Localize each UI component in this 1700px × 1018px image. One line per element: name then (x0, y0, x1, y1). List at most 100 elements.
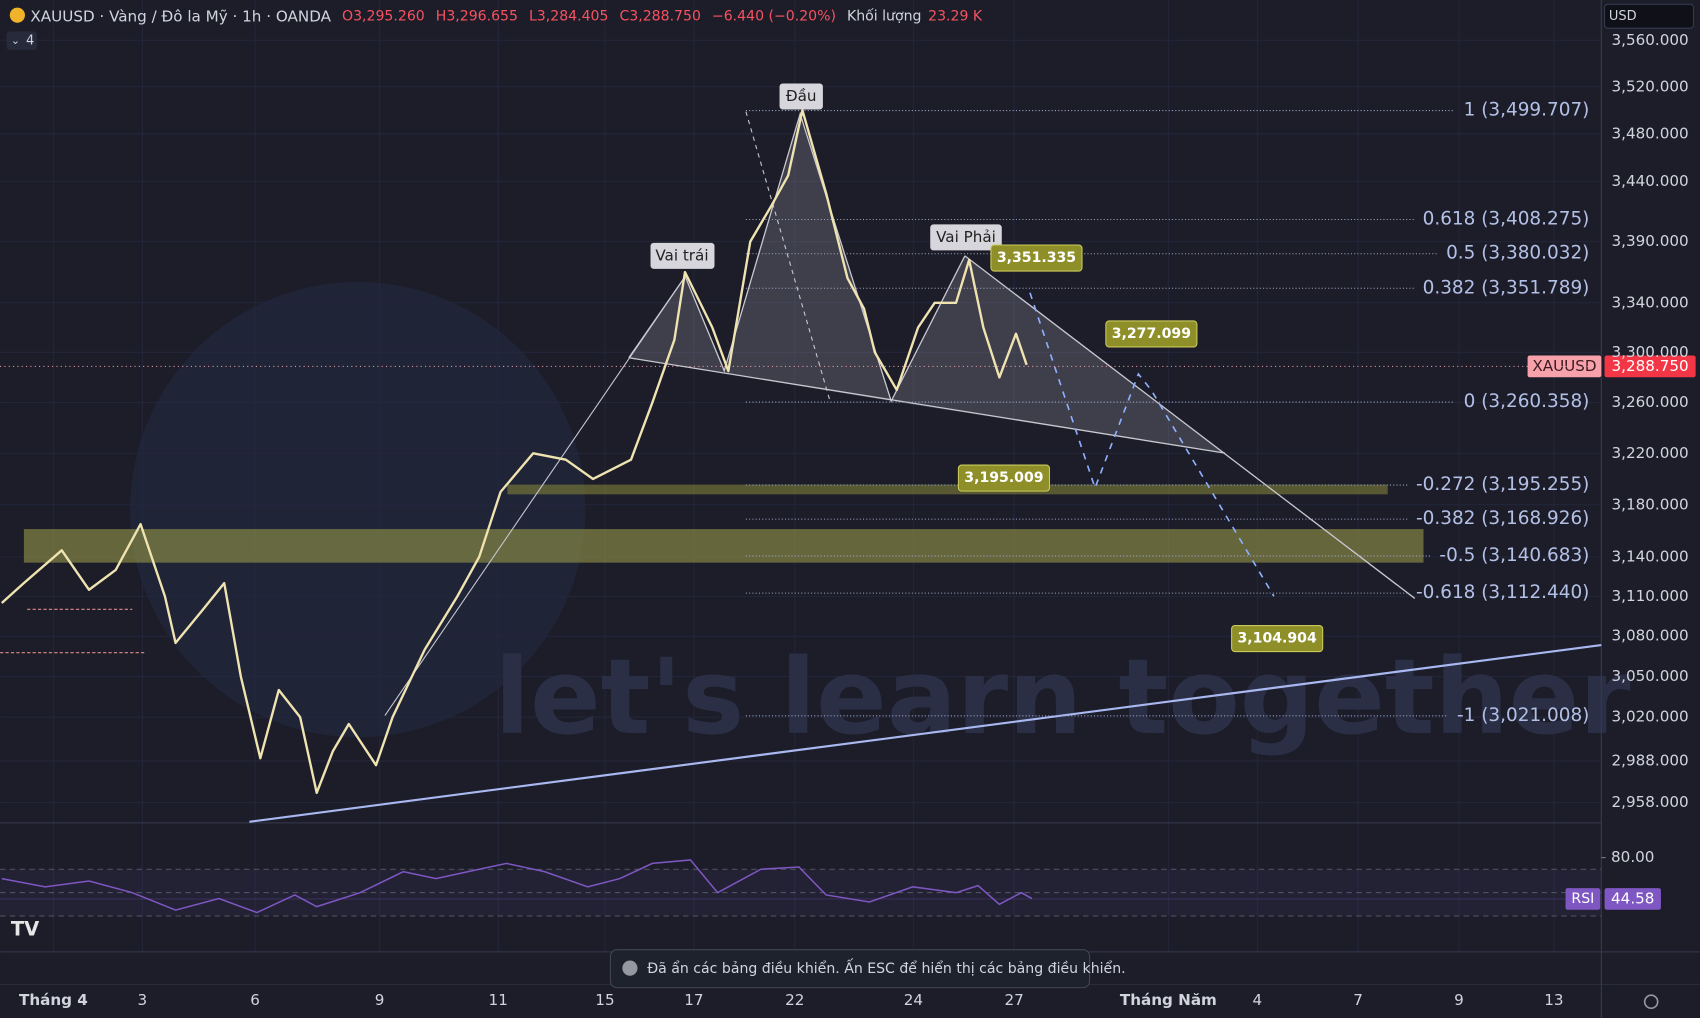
pattern-area (628, 113, 1226, 454)
x-tick-label: 4 (1253, 991, 1263, 1009)
open: O3,295.260 (342, 8, 425, 24)
y-tick-label: 3,110.000 (1612, 587, 1689, 605)
x-tick-label: Tháng Năm (1120, 991, 1217, 1009)
settings-icon[interactable] (1643, 994, 1659, 1010)
fib-label: -0.382 (3,168.926) (1416, 508, 1589, 529)
x-tick-label: Tháng 4 (19, 991, 88, 1009)
currency[interactable]: USD (1609, 9, 1637, 24)
fib-label: -1 (3,021.008) (1457, 705, 1589, 726)
watermark-text: let's learn together (494, 636, 1631, 758)
callout-box (1105, 320, 1198, 348)
y-tick-label: 3,480.000 (1612, 124, 1689, 142)
trend-line (964, 255, 1416, 599)
fib-label: 0 (3,260.358) (1464, 391, 1590, 412)
x-tick-label: 24 (904, 991, 923, 1009)
y-tick-label: 3,080.000 (1612, 627, 1689, 645)
fib-label: -0.5 (3,140.683) (1439, 545, 1589, 566)
toast (609, 949, 1091, 989)
rsi-tick-label: 80.00 (1611, 848, 1654, 866)
indicator-count[interactable]: 4 (26, 34, 34, 49)
y-tick-label: 3,520.000 (1612, 77, 1689, 95)
tv-logo: TV (11, 918, 39, 941)
symbol-tag (1527, 355, 1602, 378)
callout-box (990, 244, 1083, 272)
toast-text: Đã ẩn các bảng điều khiển. Ấn ESC để hiể… (647, 958, 1125, 977)
fib-label: 0.382 (3,351.789) (1423, 277, 1590, 298)
y-tick-label: 3,140.000 (1612, 547, 1689, 565)
y-tick-label: 3,440.000 (1612, 172, 1689, 190)
callout-label: 3,195.009 (964, 470, 1043, 486)
callout-label: 3,104.904 (1238, 631, 1317, 647)
indicator-toggle[interactable] (6, 31, 37, 50)
pattern-label: Vai Phải (936, 228, 996, 246)
projection-path (1029, 292, 1275, 597)
watermark-logo (130, 281, 586, 738)
close: C3,288.750 (619, 8, 701, 24)
x-tick-label: 7 (1353, 991, 1363, 1009)
chevron[interactable]: ⌄ (11, 34, 20, 47)
x-tick-label: 9 (1454, 991, 1464, 1009)
rsi-line (1, 859, 1033, 914)
fib-label: 1 (3,499.707) (1464, 100, 1590, 121)
y-tick-label: 3,340.000 (1612, 293, 1689, 311)
y-tick-label: 3,560.000 (1612, 31, 1689, 49)
trend-line (384, 276, 686, 716)
volume: 23.29 K (928, 8, 983, 24)
long-trend-line (249, 643, 1602, 823)
y-tick-label: 3,390.000 (1612, 232, 1689, 250)
pattern-label: Đầu (786, 87, 817, 105)
fib-label: 0.618 (3,408.275) (1423, 208, 1590, 229)
y-tick-label: 3,220.000 (1612, 444, 1689, 462)
volume-label: Khối lượng (847, 7, 921, 24)
y-tick-label: 2,958.000 (1612, 793, 1689, 811)
x-tick-label: 9 (375, 991, 385, 1009)
last-price: 3,288.750 (1612, 357, 1689, 375)
x-tick-label: 17 (684, 991, 703, 1009)
pattern-label-box (930, 224, 1002, 251)
y-tick-label: 3,300.000 (1612, 343, 1689, 361)
rsi-value: 44.58 (1611, 889, 1654, 907)
price-line (0, 109, 1028, 795)
low: L3,284.405 (529, 8, 609, 24)
callout-box (1231, 625, 1324, 653)
y-tick-label: 3,180.000 (1612, 495, 1689, 513)
callout-label: 3,277.099 (1112, 326, 1191, 342)
rsi-value-box (1604, 888, 1661, 910)
y-tick-label: 2,988.000 (1612, 752, 1689, 770)
change: −6.440 (−0.20%) (712, 8, 836, 24)
support-zone (507, 484, 1388, 495)
x-tick-label: 3 (138, 991, 148, 1009)
callout-box (957, 464, 1051, 492)
x-tick-label: 6 (250, 991, 260, 1009)
pattern-label-box (779, 83, 823, 110)
header-info: XAUUSD · Vàng / Đô la Mỹ · 1h · OANDA O3… (30, 7, 983, 25)
fib-label: -0.272 (3,195.255) (1416, 474, 1589, 495)
x-tick-label: 22 (785, 991, 804, 1009)
pattern-label-group: Đầu Vai trái Vai Phải (650, 83, 1002, 269)
fib-label: 0.5 (3,380.032) (1446, 243, 1589, 264)
support-zone (23, 529, 1424, 563)
x-tick-label: 27 (1005, 991, 1024, 1009)
pattern-label-box (650, 242, 715, 269)
rsi-name-box (1565, 888, 1601, 910)
high: H3,296.655 (436, 8, 518, 24)
x-tick-label: 13 (1544, 991, 1563, 1009)
x-tick-label: 11 (489, 991, 508, 1009)
symbol: XAUUSD · Vàng / Đô la Mỹ · 1h · OANDA (30, 7, 331, 25)
x-tick-label: 15 (595, 991, 614, 1009)
info-icon (622, 960, 638, 976)
fib-label: -0.618 (3,112.440) (1416, 582, 1589, 603)
callout-label: 3,351.335 (997, 250, 1076, 266)
symbol-icon (9, 7, 25, 23)
symbol-tag-text: XAUUSD (1532, 357, 1596, 375)
currency-select[interactable] (1604, 3, 1694, 29)
pattern-label: Vai trái (655, 246, 708, 264)
neckline (628, 357, 1226, 454)
last-price-box (1604, 355, 1696, 378)
y-tick-label: 3,260.000 (1612, 393, 1689, 411)
y-tick-label: 3,050.000 (1612, 667, 1689, 685)
y-tick-label: 3,020.000 (1612, 708, 1689, 726)
projection-line (745, 111, 830, 400)
